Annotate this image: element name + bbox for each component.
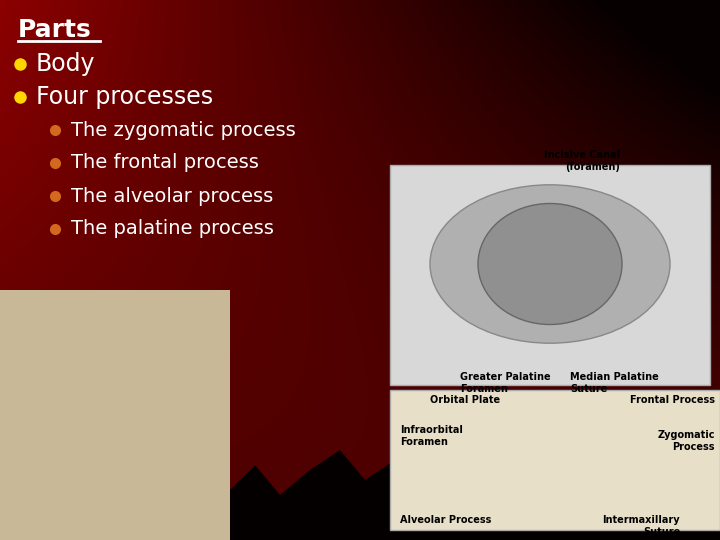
Text: Incisive Canal
(foramen): Incisive Canal (foramen)	[544, 150, 620, 172]
Text: Body: Body	[36, 52, 96, 76]
Text: The palatine process: The palatine process	[71, 219, 274, 239]
Ellipse shape	[478, 204, 622, 325]
Text: Infraorbital
Foramen: Infraorbital Foramen	[400, 425, 463, 447]
Text: Alveolar Process: Alveolar Process	[400, 515, 491, 525]
Polygon shape	[230, 450, 720, 540]
Text: Frontal Process: Frontal Process	[630, 395, 715, 405]
Text: Intermaxillary
Suture: Intermaxillary Suture	[603, 515, 680, 537]
Text: The alveolar process: The alveolar process	[71, 186, 274, 206]
FancyBboxPatch shape	[390, 390, 720, 530]
Text: The zygomatic process: The zygomatic process	[71, 120, 296, 139]
FancyBboxPatch shape	[0, 290, 230, 540]
Text: Greater Palatine
Foramen: Greater Palatine Foramen	[460, 372, 551, 394]
Text: Median Palatine
Suture: Median Palatine Suture	[570, 372, 659, 394]
Text: Zygomatic
Process: Zygomatic Process	[657, 430, 715, 451]
Text: The frontal process: The frontal process	[71, 153, 259, 172]
Text: Four processes: Four processes	[36, 85, 213, 109]
Ellipse shape	[430, 185, 670, 343]
FancyBboxPatch shape	[390, 165, 710, 385]
Text: Parts: Parts	[18, 18, 91, 42]
Text: Orbital Plate: Orbital Plate	[430, 395, 500, 405]
